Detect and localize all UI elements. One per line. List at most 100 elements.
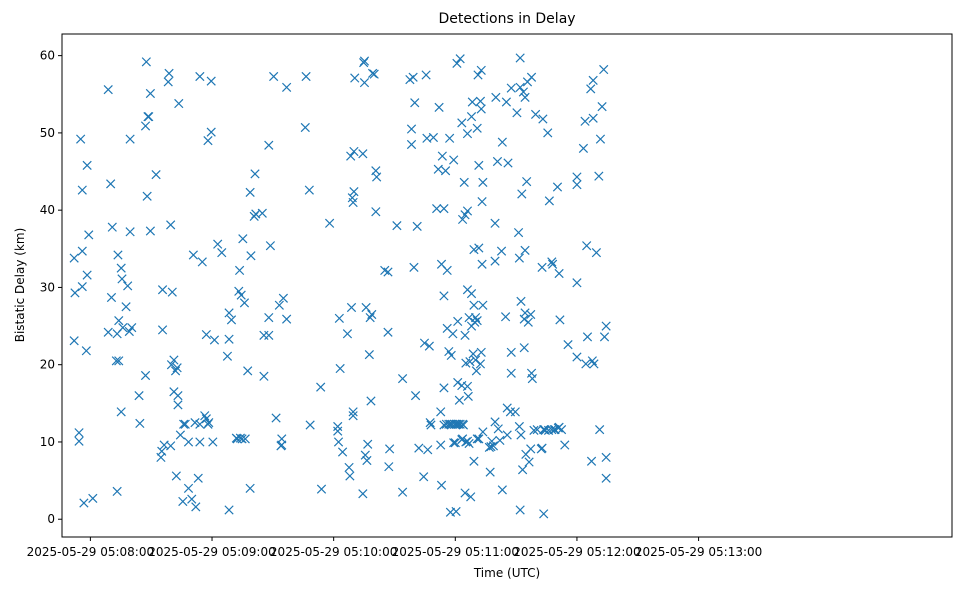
data-point bbox=[169, 355, 179, 365]
data-point bbox=[455, 419, 465, 429]
data-point bbox=[537, 262, 547, 272]
data-point bbox=[414, 443, 424, 453]
data-point bbox=[524, 457, 534, 467]
data-point bbox=[367, 309, 377, 320]
data-point bbox=[492, 156, 503, 167]
data-point bbox=[453, 377, 463, 388]
data-point bbox=[213, 239, 223, 249]
data-point bbox=[383, 327, 393, 337]
data-point bbox=[467, 97, 477, 107]
data-point bbox=[478, 427, 488, 437]
data-point bbox=[547, 259, 558, 269]
data-point bbox=[369, 69, 379, 79]
data-point bbox=[240, 434, 250, 444]
y-tick-label: 20 bbox=[40, 358, 55, 372]
data-point bbox=[348, 197, 358, 208]
data-point bbox=[117, 274, 127, 284]
data-point bbox=[342, 329, 353, 339]
data-point bbox=[586, 456, 597, 466]
data-point bbox=[84, 230, 94, 240]
data-point bbox=[334, 313, 344, 323]
data-point bbox=[157, 446, 167, 456]
data-point bbox=[434, 102, 444, 113]
data-point bbox=[526, 309, 536, 320]
data-point bbox=[245, 187, 255, 198]
data-point bbox=[572, 172, 582, 182]
data-point bbox=[224, 334, 234, 344]
y-tick-label: 0 bbox=[47, 512, 55, 526]
data-point bbox=[538, 114, 548, 124]
data-point bbox=[69, 253, 79, 263]
data-point bbox=[123, 281, 133, 291]
data-point bbox=[406, 124, 417, 134]
data-point bbox=[519, 343, 529, 353]
data-point bbox=[335, 363, 345, 374]
data-point bbox=[436, 407, 446, 417]
data-point bbox=[324, 218, 335, 228]
data-point bbox=[164, 68, 174, 79]
data-point bbox=[490, 218, 500, 228]
data-point bbox=[237, 434, 247, 444]
data-point bbox=[116, 263, 126, 273]
data-point bbox=[69, 336, 79, 346]
data-point bbox=[183, 437, 194, 447]
data-point bbox=[384, 444, 395, 454]
data-point bbox=[81, 346, 91, 356]
data-point bbox=[265, 241, 276, 251]
data-point bbox=[419, 338, 430, 348]
data-point bbox=[512, 108, 522, 118]
data-point bbox=[563, 339, 573, 350]
data-point bbox=[477, 197, 487, 207]
data-point bbox=[397, 487, 408, 497]
data-point bbox=[222, 351, 233, 361]
data-point bbox=[513, 227, 524, 238]
data-point bbox=[274, 300, 284, 310]
data-point bbox=[226, 315, 237, 325]
data-point bbox=[587, 356, 597, 366]
data-point bbox=[359, 78, 370, 88]
data-point bbox=[458, 420, 469, 430]
data-point bbox=[476, 104, 486, 114]
data-point bbox=[423, 445, 433, 455]
data-point bbox=[305, 420, 315, 430]
data-point bbox=[451, 506, 461, 517]
data-point bbox=[599, 332, 610, 342]
data-point bbox=[518, 87, 529, 97]
data-point bbox=[497, 137, 507, 147]
data-point bbox=[426, 420, 436, 430]
data-point bbox=[383, 267, 393, 277]
data-point bbox=[174, 98, 184, 109]
x-tick-label: 2025-05-29 05:12:00 bbox=[513, 545, 640, 559]
data-point bbox=[145, 88, 156, 99]
data-point bbox=[432, 203, 442, 214]
data-point bbox=[70, 288, 80, 298]
data-point bbox=[125, 134, 135, 144]
data-point bbox=[277, 434, 287, 444]
data-point bbox=[193, 473, 203, 483]
data-point bbox=[474, 243, 484, 253]
data-point bbox=[465, 356, 475, 367]
data-point bbox=[478, 177, 488, 187]
data-point bbox=[236, 290, 246, 300]
data-point bbox=[477, 259, 487, 269]
data-point bbox=[469, 456, 479, 466]
data-point bbox=[166, 220, 176, 230]
data-point bbox=[453, 316, 463, 327]
data-point bbox=[106, 179, 116, 189]
data-point bbox=[597, 102, 607, 112]
data-point bbox=[510, 407, 520, 417]
data-point bbox=[264, 330, 274, 340]
data-point bbox=[103, 327, 113, 337]
data-point bbox=[466, 288, 477, 299]
data-point bbox=[264, 140, 274, 150]
data-point bbox=[485, 467, 495, 477]
x-tick-label: 2025-05-29 05:10:00 bbox=[270, 545, 397, 559]
data-point bbox=[178, 496, 188, 507]
data-point bbox=[586, 84, 596, 94]
data-point bbox=[532, 424, 542, 435]
y-tick-label: 30 bbox=[40, 280, 55, 294]
data-point bbox=[450, 438, 460, 448]
data-point bbox=[472, 434, 482, 444]
data-point bbox=[493, 424, 503, 434]
data-point bbox=[278, 293, 289, 303]
